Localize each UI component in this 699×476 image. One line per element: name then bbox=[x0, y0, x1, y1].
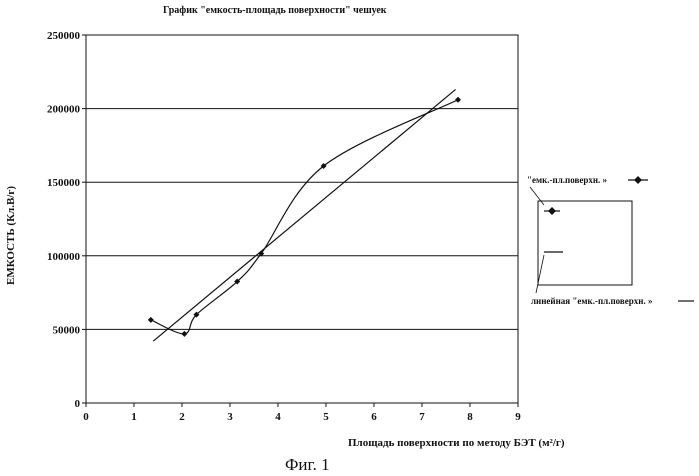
x-tick-label: 8 bbox=[467, 411, 473, 423]
x-axis-label: Площадь поверхности по методу БЭТ (м²/г) bbox=[348, 437, 565, 449]
series-curve bbox=[150, 99, 459, 335]
legend-entry-marker bbox=[634, 176, 642, 184]
data-point bbox=[455, 96, 461, 103]
plot-frame bbox=[85, 34, 519, 404]
x-tick-label: 3 bbox=[227, 411, 233, 423]
figure-caption: Фиг. 1 bbox=[285, 455, 330, 474]
y-tick-label: 50000 bbox=[53, 324, 81, 336]
y-tick-label: 0 bbox=[75, 398, 81, 410]
x-tick-label: 5 bbox=[323, 411, 329, 423]
legend-box bbox=[537, 200, 633, 286]
legend-entry-label: линейная "емк.-пл.поверхн. » bbox=[531, 296, 653, 306]
data-point bbox=[234, 278, 241, 285]
x-tick-label: 9 bbox=[515, 411, 521, 423]
legend-leader-line bbox=[529, 186, 545, 206]
y-axis-label: ЕМКОСТЬ (Кл.В/г) bbox=[5, 186, 17, 285]
legend-entry-label: "емк.-пл.поверхн. » bbox=[527, 175, 608, 185]
y-tick-label: 250000 bbox=[47, 30, 81, 42]
data-point bbox=[147, 316, 154, 323]
x-tick-label: 7 bbox=[419, 411, 425, 423]
x-tick-label: 6 bbox=[371, 411, 377, 423]
y-tick-label: 200000 bbox=[47, 104, 81, 116]
x-tick-label: 4 bbox=[275, 411, 281, 423]
data-point bbox=[193, 311, 200, 318]
legend-swatch-series-marker bbox=[548, 207, 556, 215]
y-tick-label: 100000 bbox=[47, 251, 81, 263]
y-tick-label: 150000 bbox=[47, 177, 81, 189]
chart-title: График "емкость-площадь поверхности" чеш… bbox=[163, 5, 387, 16]
legend-leader-line bbox=[535, 254, 545, 294]
legend: "емк.-пл.поверхн. » линейная "емк.-пл.пов… bbox=[527, 175, 694, 306]
data-point bbox=[181, 330, 188, 337]
x-tick-label: 0 bbox=[83, 411, 89, 423]
x-tick-label: 2 bbox=[179, 411, 185, 423]
trend-line bbox=[152, 89, 456, 342]
data-point bbox=[320, 163, 327, 170]
x-tick-label: 1 bbox=[131, 411, 137, 423]
plot-area: 0 50000 100000 150000 200000 250000 0 1 2 3 4 5 6 7 8 9 bbox=[47, 30, 521, 423]
